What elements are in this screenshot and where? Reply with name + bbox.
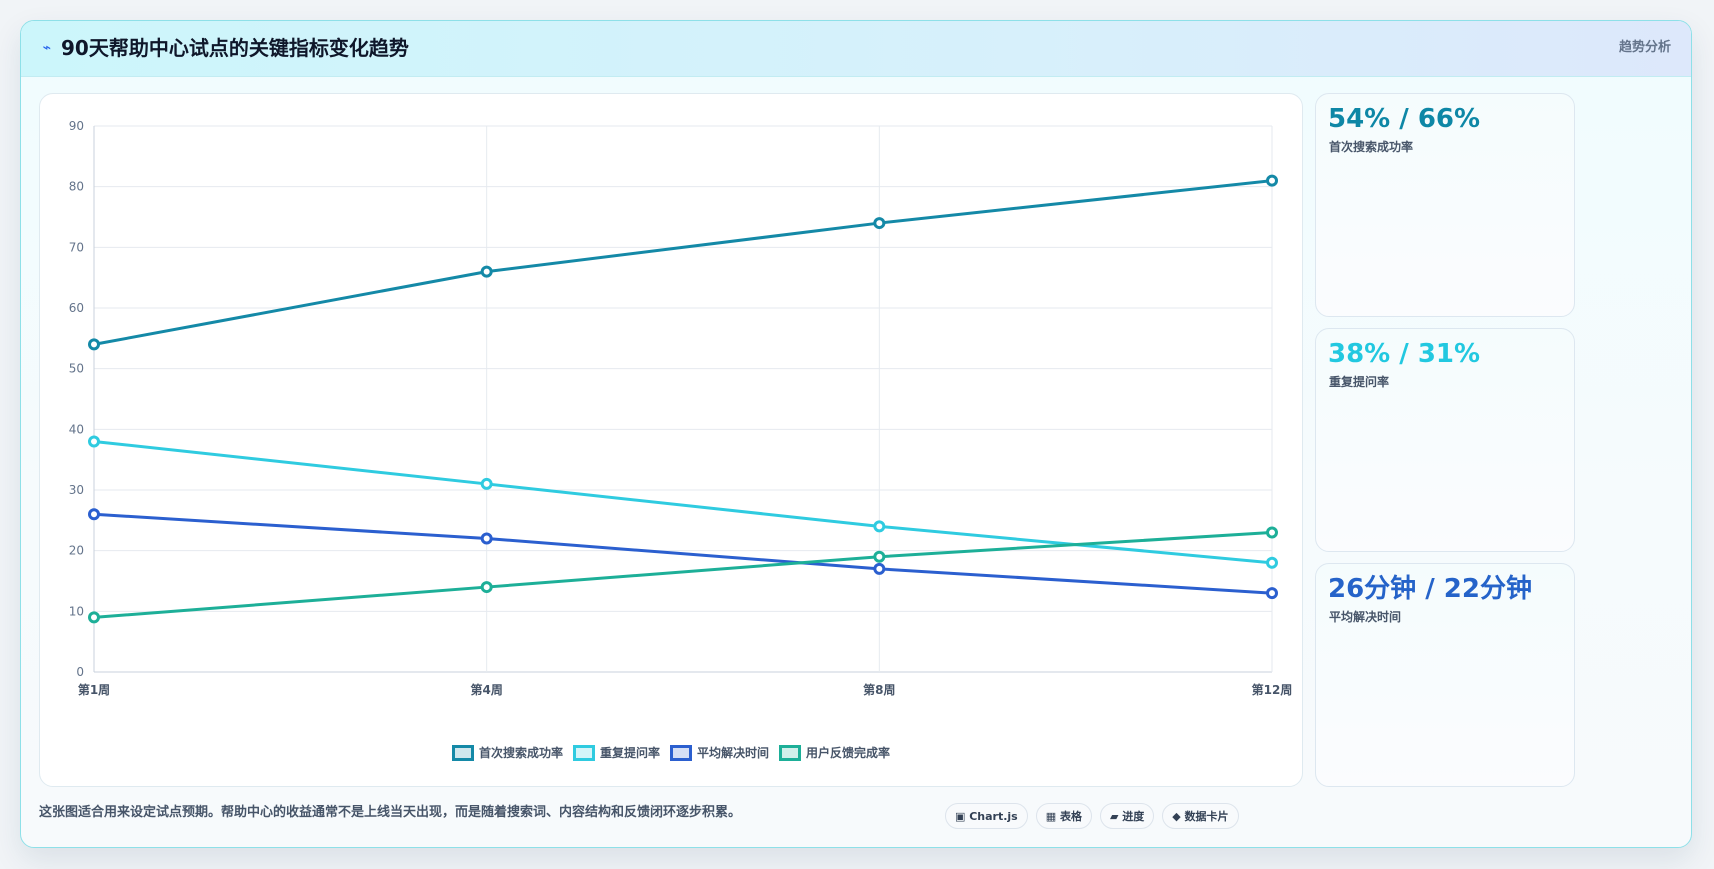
legend-swatch	[572, 744, 595, 761]
y-tick-label: 50	[69, 362, 84, 376]
data-point	[1266, 587, 1278, 600]
data-point	[1266, 556, 1278, 569]
data-point	[873, 217, 886, 230]
y-tick-label: 40	[69, 422, 84, 436]
chip-table[interactable]: ▦ 表格	[1035, 803, 1092, 829]
legend-label: 用户反馈完成率	[806, 746, 891, 760]
y-tick-label: 10	[69, 604, 84, 618]
y-tick-label: 30	[69, 483, 84, 497]
legend-label: 重复提问率	[599, 746, 660, 760]
data-point	[1266, 526, 1278, 539]
kpi-label: 重复提问率	[1329, 375, 1390, 389]
analysis-tag: 趋势分析	[1618, 40, 1671, 55]
y-tick-label: 0	[76, 665, 84, 679]
kpi-label: 首次搜索成功率	[1329, 140, 1414, 154]
data-point	[873, 550, 886, 563]
x-tick-label: 第8周	[863, 682, 895, 697]
kpi-card-resolve-time: 26分钟 / 22分钟 平均解决时间	[1315, 563, 1575, 787]
footer-note: 这张图适合用来设定试点预期。帮助中心的收益通常不是上线当天出现，而是随着搜索词、…	[39, 805, 742, 820]
series-line	[92, 512, 1274, 595]
kpi-value: 26分钟 / 22分钟	[1328, 574, 1532, 604]
data-point	[873, 562, 886, 575]
data-point	[480, 532, 493, 545]
data-point	[480, 477, 493, 490]
legend-label: 平均解决时间	[697, 746, 770, 760]
trend-card: ⌁ 90天帮助中心试点的关键指标变化趋势 趋势分析 0 10 20 30 40 50 60 7…	[20, 20, 1692, 848]
legend-label: 首次搜索成功率	[478, 746, 563, 760]
series-line	[92, 179, 1274, 346]
chart-panel: 0 10 20 30 40 50 60 70 80 90 第1周 第4周 第8周 第12周 首次搜索成功率…	[39, 93, 1303, 787]
data-point	[88, 508, 100, 521]
data-point	[480, 581, 493, 594]
y-tick-label: 90	[69, 119, 84, 133]
legend-item[interactable]: 用户反馈完成率	[779, 744, 890, 761]
y-tick-label: 60	[69, 301, 84, 315]
kpi-value: 54% / 66%	[1328, 104, 1481, 134]
chip-progress[interactable]: ▰ 进度	[1099, 803, 1155, 829]
chip-data-card[interactable]: ◆ 数据卡片	[1162, 803, 1239, 829]
legend-item[interactable]: 重复提问率	[572, 744, 660, 761]
page-title: 90天帮助中心试点的关键指标变化趋势	[61, 36, 409, 60]
feature-chips: ▣ Chart.js ▦ 表格 ▰ 进度 ◆ 数据卡片	[945, 803, 1239, 829]
chip-chartjs[interactable]: ▣ Chart.js	[945, 803, 1028, 829]
chart-legend: 首次搜索成功率 重复提问率 平均解决时间 用户反馈完成率	[40, 744, 1302, 761]
kpi-card-first-search: 54% / 66% 首次搜索成功率	[1315, 93, 1575, 317]
y-tick-label: 80	[69, 180, 84, 194]
kpi-value: 38% / 31%	[1328, 339, 1481, 369]
y-tick-label: 70	[69, 240, 84, 254]
legend-swatch	[451, 744, 474, 761]
y-tick-label: 20	[69, 544, 84, 558]
legend-item[interactable]: 平均解决时间	[670, 744, 769, 761]
kpi-label: 平均解决时间	[1329, 610, 1402, 624]
data-point	[88, 338, 100, 351]
trend-icon: ⌁	[42, 40, 52, 56]
kpi-card-repeat-question: 38% / 31% 重复提问率	[1315, 328, 1575, 552]
data-point	[480, 265, 493, 278]
data-point	[88, 611, 100, 624]
x-tick-label: 第1周	[78, 682, 110, 697]
data-point	[88, 435, 100, 448]
legend-swatch	[670, 744, 692, 761]
legend-swatch	[779, 744, 802, 761]
series-line	[92, 530, 1274, 619]
data-point	[873, 520, 886, 533]
data-point	[1266, 174, 1278, 187]
card-header: ⌁ 90天帮助中心试点的关键指标变化趋势 趋势分析	[21, 21, 1691, 77]
x-tick-label: 第12周	[1252, 682, 1293, 697]
legend-item[interactable]: 首次搜索成功率	[451, 744, 563, 761]
x-tick-label: 第4周	[470, 682, 502, 697]
line-chart: 0 10 20 30 40 50 60 70 80 90 第1周 第4周 第8周 第12周	[69, 119, 1293, 697]
